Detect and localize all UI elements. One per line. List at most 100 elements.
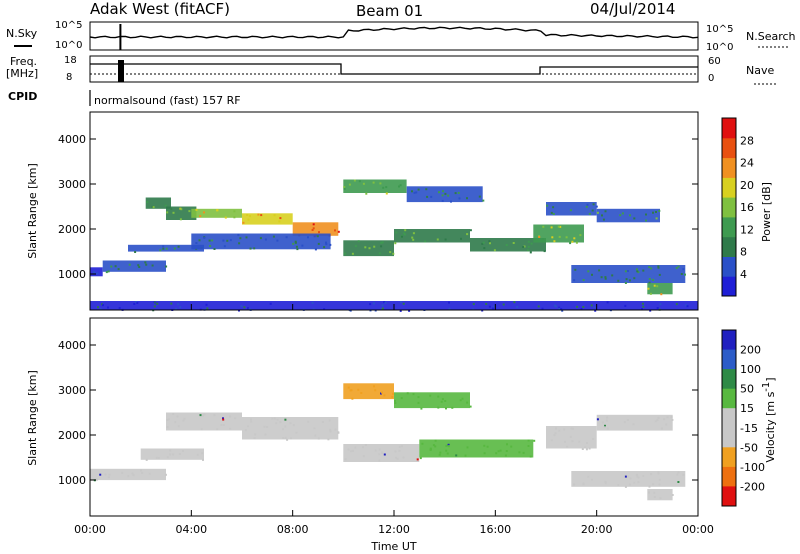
velocity-cell bbox=[398, 445, 401, 448]
velocity-cell bbox=[174, 421, 177, 424]
power-cell bbox=[604, 210, 607, 213]
power-colorbar-frame bbox=[721, 117, 737, 297]
velocity-cell bbox=[670, 416, 673, 419]
velocity-colorbar-tick: -50 bbox=[740, 441, 758, 454]
power-cell bbox=[177, 245, 180, 248]
velocity-colorbar-swatch bbox=[722, 408, 736, 429]
velocity-cell bbox=[658, 478, 661, 481]
power-cell bbox=[551, 236, 554, 239]
power-cell bbox=[292, 242, 295, 245]
power-cell bbox=[380, 241, 383, 244]
power-cell bbox=[260, 214, 263, 217]
noise-sky-label: N.Sky bbox=[6, 27, 38, 40]
power-cell bbox=[555, 305, 557, 308]
power-cell bbox=[137, 264, 140, 267]
power-cell bbox=[101, 304, 104, 307]
velocity-band bbox=[419, 439, 534, 458]
power-cell bbox=[682, 268, 685, 271]
power-band bbox=[343, 179, 407, 193]
power-cell bbox=[641, 302, 644, 305]
velocity-colorbar-tick: -200 bbox=[740, 480, 765, 493]
power-cell bbox=[686, 305, 689, 308]
velocity-cell bbox=[381, 391, 383, 394]
y-tick-label: 3000 bbox=[58, 384, 86, 397]
power-colorbar: 4 8 12 16 20 24 28 bbox=[721, 117, 754, 297]
velocity-cell bbox=[166, 426, 169, 429]
velocity-cell bbox=[657, 416, 660, 419]
velocity-cell bbox=[295, 431, 298, 434]
power-cell bbox=[444, 192, 447, 195]
velocity-cell bbox=[148, 472, 151, 475]
velocity-cell bbox=[201, 414, 204, 417]
power-cell bbox=[655, 217, 658, 220]
velocity-cell bbox=[438, 453, 441, 456]
power-cell bbox=[656, 307, 659, 309]
velocity-cell bbox=[169, 449, 172, 452]
velocity-cell bbox=[286, 438, 289, 441]
power-cell bbox=[198, 239, 201, 242]
velocity-cell bbox=[603, 426, 606, 429]
power-band bbox=[571, 265, 686, 283]
power-cell bbox=[684, 273, 686, 276]
power-cell bbox=[325, 241, 327, 244]
velocity-cell bbox=[99, 473, 102, 476]
freq-gap-marker bbox=[118, 60, 124, 82]
power-cell bbox=[659, 303, 662, 306]
velocity-cell bbox=[588, 447, 591, 450]
velocity-cell bbox=[563, 428, 566, 431]
velocity-colorbar-swatch bbox=[722, 466, 736, 487]
power-cell bbox=[657, 266, 660, 269]
power-cell bbox=[179, 306, 182, 309]
velocity-cell bbox=[96, 478, 98, 481]
power-cell bbox=[135, 301, 138, 303]
power-cell bbox=[243, 306, 246, 309]
velocity-cell bbox=[289, 422, 292, 425]
power-cell bbox=[358, 180, 361, 183]
velocity-cell bbox=[495, 452, 498, 455]
velocity-colorbar-swatch bbox=[722, 369, 736, 390]
velocity-cell bbox=[354, 446, 357, 449]
velocity-colorbar-swatch bbox=[722, 486, 736, 507]
power-cell bbox=[314, 248, 317, 251]
power-cell bbox=[569, 242, 572, 245]
velocity-cell bbox=[592, 438, 595, 440]
x-tick-label: 00:00 bbox=[74, 523, 106, 536]
power-cell bbox=[424, 240, 427, 243]
power-cell bbox=[381, 304, 384, 307]
power-cell bbox=[595, 205, 598, 208]
power-band bbox=[191, 233, 331, 250]
power-cell bbox=[240, 305, 243, 308]
power-cell bbox=[138, 266, 141, 268]
y-tick-label: 3000 bbox=[58, 178, 86, 191]
power-cell bbox=[447, 194, 450, 197]
velocity-cell bbox=[263, 425, 266, 428]
velocity-cell bbox=[444, 400, 447, 402]
power-cell bbox=[653, 284, 656, 287]
velocity-cell bbox=[347, 386, 350, 389]
power-cell bbox=[469, 229, 472, 232]
velocity-cell bbox=[172, 412, 175, 415]
velocity-band bbox=[90, 468, 166, 481]
power-cell bbox=[368, 247, 371, 250]
velocity-cell bbox=[632, 423, 635, 426]
velocity-cell bbox=[571, 427, 574, 430]
power-cell bbox=[203, 211, 205, 214]
power-cell bbox=[481, 242, 484, 245]
power-cell bbox=[97, 306, 99, 309]
power-cell bbox=[655, 211, 657, 213]
velocity-cell bbox=[642, 475, 645, 477]
power-cell bbox=[611, 274, 614, 277]
power-cell bbox=[107, 270, 110, 273]
velocity-cell bbox=[271, 417, 274, 420]
power-cell bbox=[164, 204, 167, 207]
power-cell bbox=[364, 246, 367, 249]
power-cell bbox=[587, 270, 590, 273]
velocity-cell bbox=[182, 419, 185, 422]
velocity-cell bbox=[317, 437, 320, 440]
velocity-cell bbox=[229, 415, 232, 418]
velocity-cell bbox=[677, 471, 680, 474]
velocity-cell bbox=[416, 458, 419, 461]
power-cell bbox=[337, 230, 340, 233]
velocity-cell bbox=[466, 446, 469, 449]
velocity-colorbar-tick: 200 bbox=[740, 344, 761, 357]
